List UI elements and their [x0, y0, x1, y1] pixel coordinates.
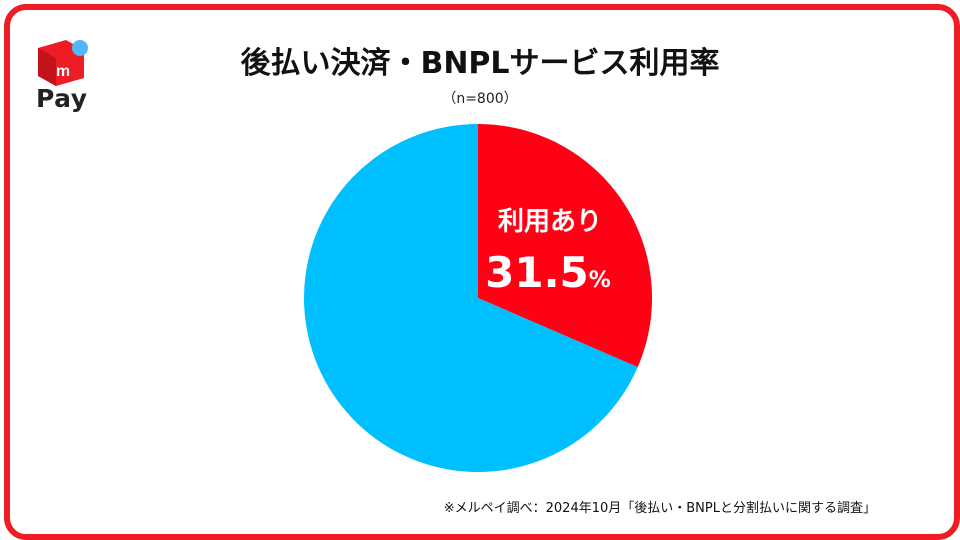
- sample-size: （n=800）: [442, 91, 518, 107]
- slice-value-used: 31.5%: [485, 248, 611, 297]
- source-footnote: ※メルペイ調べ：2024年10月「後払い・BNPLと分割払いに関する調査」: [443, 501, 876, 516]
- pie-slice-0: [478, 124, 652, 368]
- pie-slice-1: [304, 124, 638, 473]
- merpay-logo-icon: m: [38, 40, 88, 86]
- page-title: 後払い決済・BNPLサービス利用率: [240, 46, 720, 81]
- logo-mark: m: [56, 63, 70, 80]
- card-frame: [4, 4, 960, 540]
- logo-text: Pay: [36, 84, 88, 113]
- slice-label-used: 利用あり: [498, 207, 602, 237]
